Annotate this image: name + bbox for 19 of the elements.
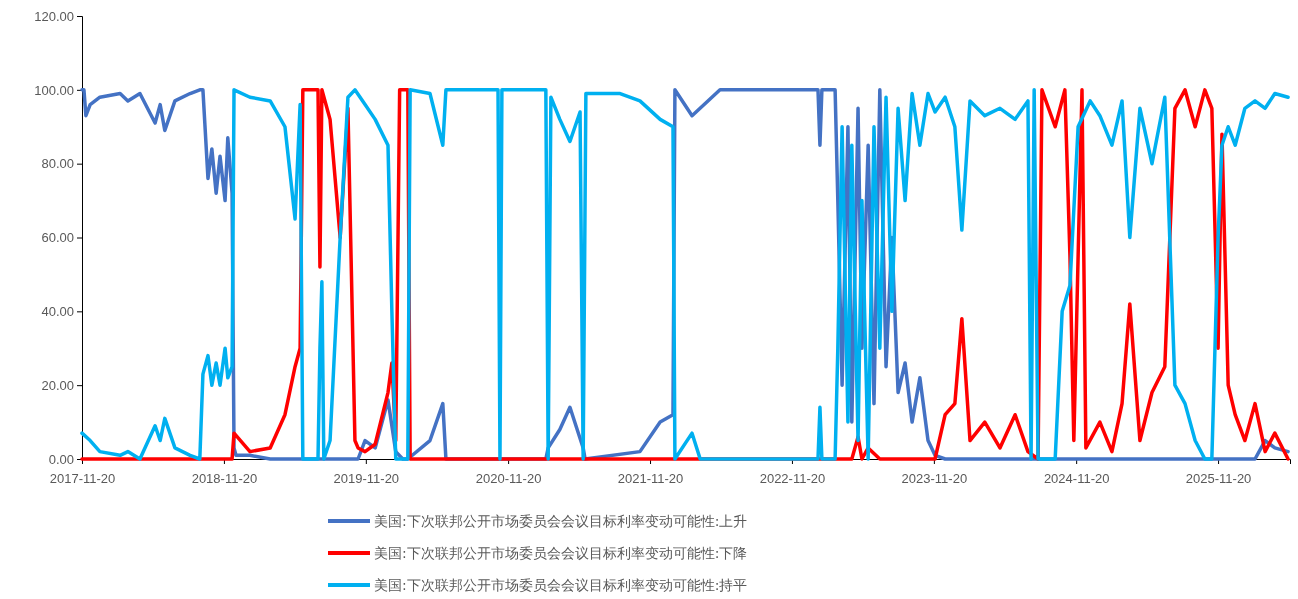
x-tick-label: 2024-11-20	[1043, 470, 1110, 486]
legend-label: 美国:下次联邦公开市场委员会会议目标利率变动可能性:上升	[374, 513, 748, 529]
x-tick-label: 2023-11-20	[901, 470, 968, 486]
x-tick-label: 2022-11-20	[759, 470, 826, 486]
x-tick-label: 2018-11-20	[191, 470, 258, 486]
y-tick-label: 40.00	[41, 303, 74, 319]
y-tick-label: 20.00	[41, 377, 74, 393]
legend-label: 美国:下次联邦公开市场委员会会议目标利率变动可能性:持平	[374, 577, 748, 593]
x-tick-label: 2020-11-20	[475, 470, 542, 486]
legend-label: 美国:下次联邦公开市场委员会会议目标利率变动可能性:下降	[374, 545, 748, 561]
y-tick-label: 80.00	[41, 156, 74, 172]
y-tick-label: 0.00	[48, 451, 74, 467]
y-tick-label: 60.00	[41, 230, 74, 246]
x-tick-label: 2025-11-20	[1185, 470, 1252, 486]
y-tick-label: 120.00	[34, 8, 74, 24]
x-tick-label: 2019-11-20	[333, 470, 400, 486]
y-tick-label: 100.00	[34, 82, 74, 98]
x-tick-label: 2017-11-20	[49, 470, 116, 486]
x-tick-label: 2021-11-20	[617, 470, 684, 486]
